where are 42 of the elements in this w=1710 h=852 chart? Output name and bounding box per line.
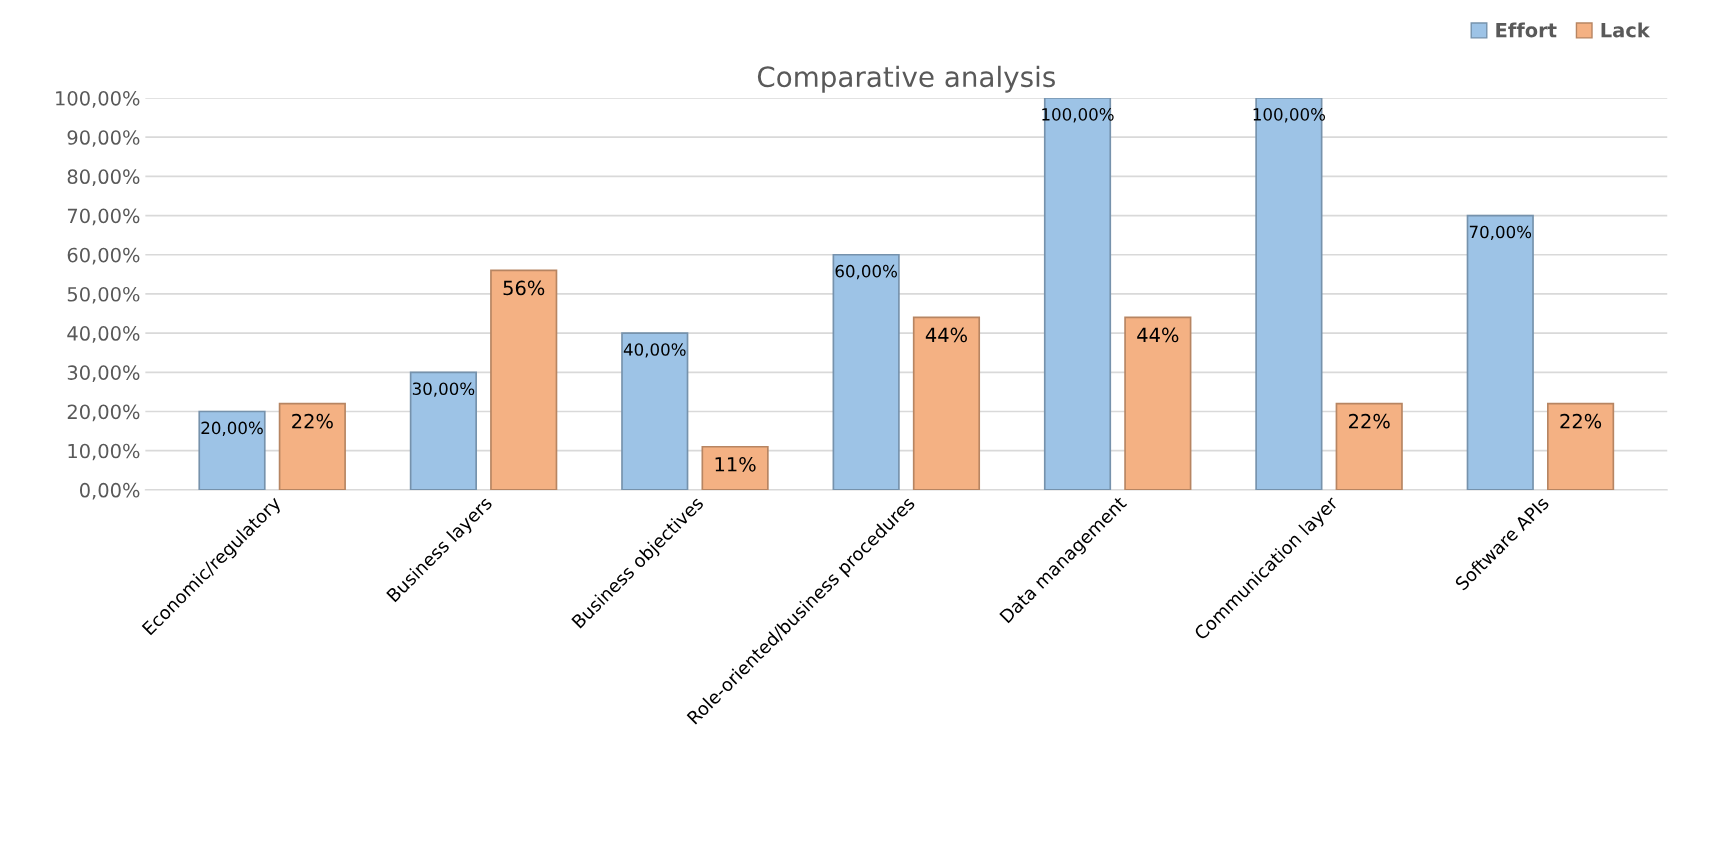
bar [832, 253, 900, 490]
legend-label: Effort [1496, 22, 1557, 38]
data-label: 22% [1349, 413, 1390, 429]
bar [490, 269, 558, 490]
legend-label: Lack [1601, 22, 1651, 38]
bar [701, 445, 769, 490]
data-label: 56% [503, 280, 545, 296]
y-tick-label: 70,00% [67, 208, 140, 226]
y-tick-label: 90,00% [67, 130, 140, 147]
data-label: 60,00% [835, 264, 897, 280]
bar [1335, 402, 1403, 490]
data-label: 30,00% [412, 382, 475, 397]
data-label: 22% [1560, 413, 1602, 429]
bar [912, 316, 981, 490]
data-label: 20,00% [201, 421, 263, 436]
y-tick-label: 60,00% [67, 247, 140, 265]
y-tick-label: 20,00% [67, 404, 140, 422]
y-tick-label: 30,00% [67, 365, 140, 382]
y-tick-label: 40,00% [67, 326, 140, 343]
bar [621, 332, 689, 490]
chart-title: Comparative analysis [757, 65, 1055, 93]
bar [409, 371, 477, 490]
bar [1043, 97, 1112, 490]
data-label: 40,00% [623, 343, 686, 358]
data-label: 44% [1137, 327, 1179, 343]
y-tick-label: 0,00% [80, 482, 140, 500]
y-tick-label: 80,00% [67, 169, 140, 187]
data-label: 11% [715, 456, 756, 472]
bar [1124, 316, 1192, 490]
data-label: 70,00% [1469, 225, 1532, 240]
bar [1546, 402, 1615, 490]
data-label: 100,00% [1042, 108, 1114, 123]
data-label: 22% [292, 413, 333, 429]
bar [278, 402, 346, 490]
bar [1255, 97, 1323, 490]
data-label: 44% [925, 327, 967, 343]
bar [198, 410, 266, 490]
y-tick-label: 100,00% [56, 90, 140, 108]
bar [1466, 214, 1534, 490]
y-tick-label: 50,00% [67, 286, 140, 304]
data-label: 100,00% [1253, 108, 1326, 123]
y-tick-label: 10,00% [68, 443, 140, 461]
